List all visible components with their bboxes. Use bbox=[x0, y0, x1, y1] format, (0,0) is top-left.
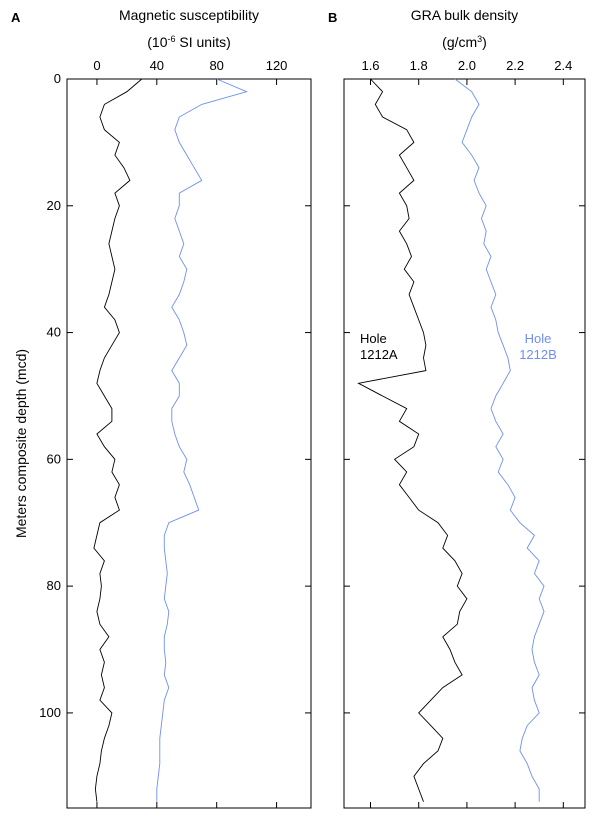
x-tick-label: 2.0 bbox=[458, 58, 476, 73]
x-tick-label: 80 bbox=[209, 58, 223, 73]
y-tick-label: 0 bbox=[54, 71, 61, 86]
x-tick-label: 2.2 bbox=[506, 58, 524, 73]
y-tick-label: 100 bbox=[39, 705, 61, 720]
panel-title: GRA bulk density bbox=[411, 7, 518, 23]
y-axis-label: Meters composite depth (mcd) bbox=[13, 349, 29, 538]
panel-letter: B bbox=[328, 10, 337, 25]
series-label: 1212B bbox=[519, 347, 557, 362]
x-axis-label: (10-6 SI units) bbox=[147, 34, 231, 50]
panel-letter: A bbox=[11, 10, 21, 25]
x-axis-label: (g/cm3) bbox=[442, 34, 487, 50]
series-line bbox=[454, 78, 545, 802]
x-tick-label: 2.4 bbox=[554, 58, 572, 73]
x-axis-label-part: -6 bbox=[167, 34, 175, 44]
x-tick-label: 0 bbox=[93, 58, 100, 73]
y-tick-label: 20 bbox=[47, 198, 61, 213]
series-line bbox=[93, 78, 143, 802]
y-tick-label: 60 bbox=[47, 451, 61, 466]
x-tick-label: 120 bbox=[266, 58, 288, 73]
panel-title: Magnetic susceptibility bbox=[119, 7, 259, 23]
y-tick-label: 80 bbox=[47, 578, 61, 593]
x-axis-label-part: (g/cm bbox=[442, 34, 477, 50]
series-line bbox=[357, 78, 468, 802]
x-tick-label: 40 bbox=[150, 58, 164, 73]
y-tick-label: 40 bbox=[47, 325, 61, 340]
plot-frame bbox=[66, 78, 312, 809]
x-axis-label-part: SI units) bbox=[176, 34, 231, 50]
series-line bbox=[156, 78, 248, 802]
series-label: 1212A bbox=[360, 347, 398, 362]
plot-frame bbox=[343, 78, 586, 809]
x-axis-label-part: 3 bbox=[477, 34, 482, 44]
x-axis-label-part: (10 bbox=[147, 34, 167, 50]
x-tick-label: 1.8 bbox=[410, 58, 428, 73]
series-label: Hole bbox=[360, 331, 387, 346]
series-label: Hole bbox=[525, 331, 552, 346]
x-axis-label-part: ) bbox=[482, 34, 487, 50]
x-tick-label: 1.6 bbox=[361, 58, 379, 73]
